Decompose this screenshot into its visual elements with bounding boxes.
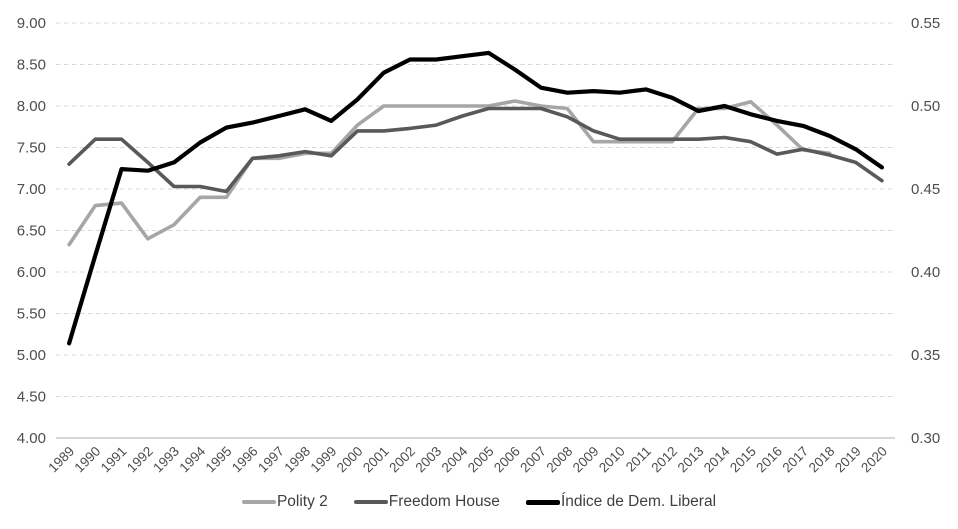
x-axis-tick-label: 2018	[806, 444, 838, 476]
series-line-freedom-house	[67, 106, 884, 194]
x-axis-tick-label: 2007	[517, 444, 549, 476]
x-axis-tick-label: 2004	[439, 443, 471, 475]
y-axis-left-tick-label: 8.50	[17, 57, 46, 74]
x-axis-tick-label: 2009	[570, 444, 602, 476]
series-line-polity-2	[67, 99, 832, 247]
x-axis-tick-label: 1991	[98, 444, 130, 476]
y-axis-right-tick-label: 0.50	[911, 98, 940, 115]
x-axis-tick-label: 1999	[308, 444, 340, 476]
legend-label-polity-2: Polity 2	[276, 493, 328, 510]
y-axis-left-tick-label: 7.50	[17, 140, 46, 157]
x-axis-tick-label: 2002	[386, 444, 418, 476]
x-axis-tick-label: 1998	[281, 444, 313, 476]
y-axis-left-tick-label: 8.00	[17, 98, 46, 115]
x-axis-tick-label: 1990	[72, 444, 104, 476]
y-axis-left-tick-label: 6.00	[17, 264, 46, 281]
x-axis-tick-label: 2016	[753, 444, 785, 476]
y-axis-right-tick-label: 0.35	[911, 347, 940, 364]
x-axis-tick-label: 2011	[623, 444, 654, 475]
legend-item-polity-2: Polity 2	[241, 493, 328, 511]
x-axis-tick-label: 2006	[491, 444, 523, 476]
x-axis-tick-label: 2000	[334, 444, 366, 476]
legend-item-indice-dem-liberal: Índice de Dem. Liberal	[525, 493, 717, 511]
x-axis-tick-label: 2005	[465, 444, 497, 476]
x-axis-tick-label: 1993	[150, 444, 182, 476]
x-axis-tick-label: 2015	[727, 444, 759, 476]
y-axis-left-tick-label: 4.00	[17, 430, 46, 447]
x-axis-tick-label: 1989	[45, 444, 77, 476]
x-axis-tick-label: 2010	[596, 444, 628, 476]
legend-marker-freedom-house	[353, 500, 388, 504]
y-axis-right-tick-label: 0.45	[911, 181, 940, 198]
plot-area: 9.00 8.50 8.00 7.50 7.00 6.50 6.00 5.50 5.00 4.50…	[17, 15, 940, 476]
x-axis-tick-label: 2019	[832, 444, 864, 476]
y-axis-left-tick-label: 6.50	[17, 223, 46, 240]
x-axis-tick-label: 2003	[412, 444, 444, 476]
x-axis-tick-label: 1994	[176, 443, 208, 475]
y-axis-left-tick-label: 9.00	[17, 15, 46, 32]
x-axis-tick-label: 2008	[544, 444, 576, 476]
y-axis-left-tick-label: 5.00	[17, 347, 46, 364]
y-axis-right-tick-label: 0.30	[911, 430, 940, 447]
x-axis-tick-label: 2013	[675, 444, 707, 476]
x-axis-tick-label: 2017	[779, 444, 811, 476]
x-axis-tick-label: 2014	[701, 443, 733, 475]
legend-label-indice-dem-liberal: Índice de Dem. Liberal	[560, 493, 717, 510]
y-axis-right-tick-label: 0.55	[911, 15, 940, 32]
x-axis-tick-label: 2020	[858, 444, 890, 476]
y-axis-left-tick-label: 7.00	[17, 181, 46, 198]
legend-label-freedom-house: Freedom House	[388, 493, 500, 510]
y-axis-left-tick-label: 4.50	[17, 389, 46, 406]
x-axis-tick-label: 1995	[203, 444, 235, 476]
legend-marker-polity-2	[241, 500, 276, 504]
x-axis-tick-label: 1997	[255, 444, 287, 476]
x-axis-tick-label: 1996	[229, 444, 261, 476]
series-line--ndice-de-dem-liberal	[66, 50, 885, 346]
x-axis-tick-label: 1992	[124, 444, 156, 476]
legend-item-freedom-house: Freedom House	[353, 493, 500, 511]
y-axis-left-tick-label: 5.50	[17, 306, 46, 323]
y-axis-right-tick-label: 0.40	[911, 264, 940, 281]
x-axis-tick-label: 2001	[360, 444, 392, 476]
x-axis-tick-label: 2012	[648, 444, 680, 476]
legend: Polity 2 Freedom House Índice de Dem. Li…	[0, 493, 958, 511]
legend-marker-indice-dem-liberal	[525, 499, 560, 505]
